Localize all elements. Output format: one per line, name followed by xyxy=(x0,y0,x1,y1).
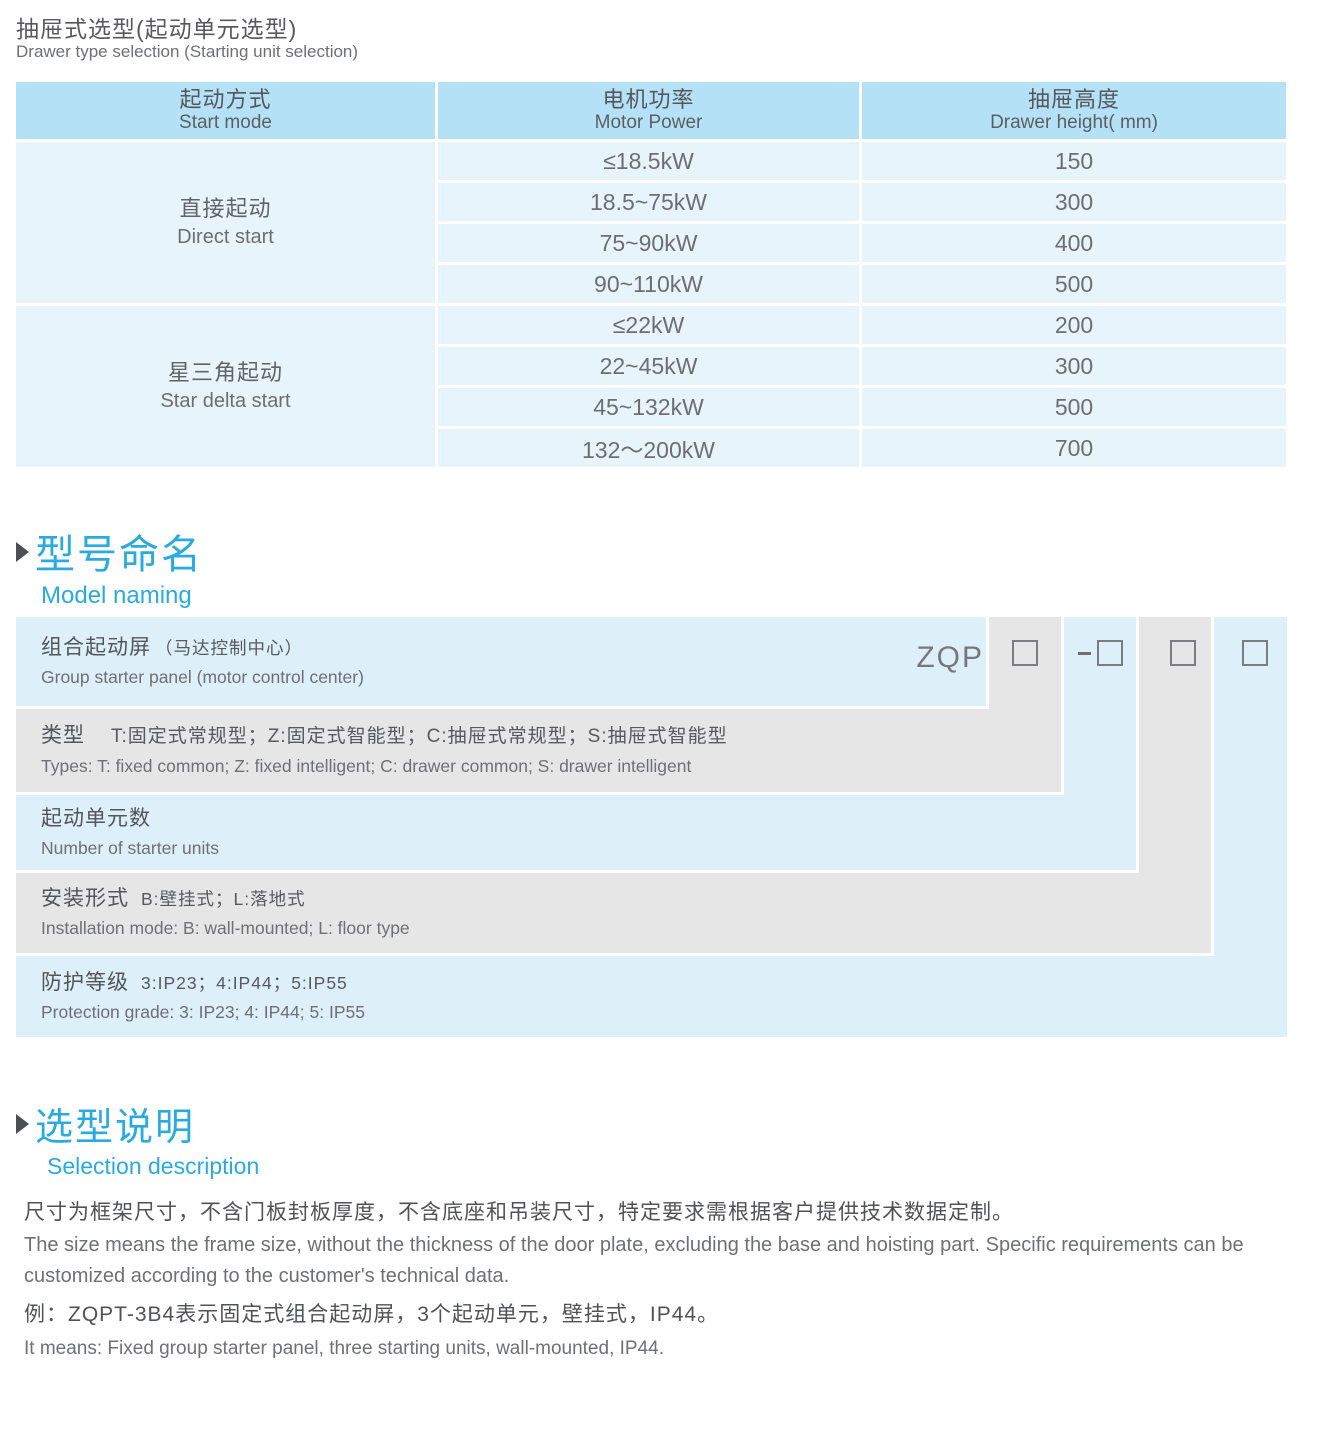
model-row-en: Group starter panel (motor control cente… xyxy=(41,666,364,687)
model-row-group-starter-panel: 组合起动屏 （马达控制中心） Group starter panel (motor… xyxy=(16,617,986,706)
table-cell-height: 300 xyxy=(862,183,1286,221)
table-cell-height: 400 xyxy=(862,224,1286,262)
drawer-selection-table: 起动方式 Start mode 电机功率 Motor Power 抽屉高度 Dr… xyxy=(16,82,1286,467)
star-delta-en: Star delta start xyxy=(160,389,291,412)
model-naming-heading: 型号命名 Model naming xyxy=(16,522,203,610)
model-naming-heading-zh: 型号命名 xyxy=(35,533,203,577)
model-row-starter-units: 起动单元数 Number of starter units xyxy=(16,795,1136,870)
table-cell-power: ≤18.5kW xyxy=(438,142,859,180)
page-title-zh: 抽屉式选型(起动单元选型) xyxy=(16,16,298,42)
table-cell-height: 150 xyxy=(862,142,1286,180)
model-row-zh: 组合起动屏 xyxy=(41,635,151,659)
table-cell-power: 75~90kW xyxy=(438,224,859,262)
description-paragraph-zh: 尺寸为框架尺寸，不含门板封板厚度，不含底座和吊装尺寸，特定要求需根据客户提供技术… xyxy=(24,1201,1014,1224)
selection-description-body: 尺寸为框架尺寸，不含门板封板厚度，不含底座和吊装尺寸，特定要求需根据客户提供技术… xyxy=(24,1198,1280,1363)
table-cell-power: 45~132kW xyxy=(438,388,859,426)
model-row-zh-line: 起动单元数 xyxy=(41,807,1136,830)
model-code-box-units xyxy=(1097,640,1123,666)
table-cell-power: 132～200kW xyxy=(438,429,859,467)
model-column-units-box xyxy=(1064,617,1136,870)
page-title-en: Drawer type selection (Starting unit sel… xyxy=(16,42,359,61)
model-code-box-installation xyxy=(1170,640,1196,666)
table-cell-power: 90~110kW xyxy=(438,265,859,303)
model-row-zh: 类型 xyxy=(41,724,85,748)
triangle-bullet-icon xyxy=(16,1114,29,1134)
direct-start-zh: 直接起动 xyxy=(179,196,272,222)
model-row-protection-grade: 防护等级 3:IP23；4:IP44；5:IP55 Protection grad… xyxy=(16,956,1287,1037)
model-row-zh-line: 组合起动屏 （马达控制中心） xyxy=(41,636,986,659)
description-paragraph-en: The size means the frame size, without t… xyxy=(24,1234,1244,1288)
table-cell-power: 18.5~75kW xyxy=(438,183,859,221)
model-row-detail: B:壁挂式；L:落地式 xyxy=(141,889,306,910)
model-row-installation-mode: 安装形式 B:壁挂式；L:落地式 Installation mode: B: wa… xyxy=(16,873,1211,953)
model-code-separator-dash xyxy=(1078,652,1091,655)
model-row-zh: 安装形式 xyxy=(41,887,129,911)
header-drawer-height-en: Drawer height( mm) xyxy=(990,112,1158,134)
model-naming-diagram: 组合起动屏 （马达控制中心） Group starter panel (motor… xyxy=(16,617,1287,1037)
model-row-detail: T:固定式常规型；Z:固定式智能型；C:抽屉式常规型；S:抽屉式智能型 xyxy=(111,726,728,748)
model-row-detail: （马达控制中心） xyxy=(155,637,303,658)
model-row-zh: 起动单元数 xyxy=(41,806,151,830)
model-row-en: Number of starter units xyxy=(41,837,219,858)
header-drawer-height-zh: 抽屉高度 xyxy=(1027,86,1120,112)
table-header-drawer-height: 抽屉高度 Drawer height( mm) xyxy=(862,82,1286,139)
header-motor-power-en: Motor Power xyxy=(594,112,703,134)
header-motor-power-zh: 电机功率 xyxy=(602,86,695,112)
header-start-mode-en: Start mode xyxy=(179,112,272,134)
model-naming-heading-en: Model naming xyxy=(41,582,192,609)
model-column-type-box xyxy=(989,617,1061,792)
table-header-motor-power: 电机功率 Motor Power xyxy=(438,82,859,139)
model-row-zh-line: 类型 T:固定式常规型；Z:固定式智能型；C:抽屉式常规型；S:抽屉式智能型 xyxy=(41,724,1061,748)
model-row-en: Installation mode: B: wall-mounted; L: f… xyxy=(41,918,410,939)
table-cell-height: 700 xyxy=(862,429,1286,467)
table-cell-height: 500 xyxy=(862,388,1286,426)
star-delta-zh: 星三角起动 xyxy=(167,360,283,386)
model-column-protection-box xyxy=(1214,617,1287,1037)
table-cell-power: ≤22kW xyxy=(438,306,859,344)
model-code-prefix: ZQP xyxy=(916,641,984,674)
table-cell-height: 500 xyxy=(862,265,1286,303)
table-cell-height: 300 xyxy=(862,347,1286,385)
start-mode-direct-start: 直接起动 Direct start xyxy=(16,142,435,303)
selection-description-heading-en: Selection description xyxy=(47,1153,260,1179)
model-row-types: 类型 T:固定式常规型；Z:固定式智能型；C:抽屉式常规型；S:抽屉式智能型 Ty… xyxy=(16,709,1061,792)
model-row-detail: 3:IP23；4:IP44；5:IP55 xyxy=(141,972,348,993)
model-row-zh: 防护等级 xyxy=(41,970,129,994)
selection-description-heading-zh: 选型说明 xyxy=(35,1107,196,1149)
model-row-zh-line: 安装形式 B:壁挂式；L:落地式 xyxy=(41,887,1211,910)
selection-description-heading: 选型说明 Selection description xyxy=(16,1096,259,1180)
model-row-en: Types: T: fixed common; Z: fixed intelli… xyxy=(41,756,692,777)
model-code-box-type xyxy=(1012,640,1038,666)
model-row-zh-line: 防护等级 3:IP23；4:IP44；5:IP55 xyxy=(41,971,1287,994)
model-code-box-protection xyxy=(1242,640,1268,666)
table-cell-height: 200 xyxy=(862,306,1286,344)
header-start-mode-zh: 起动方式 xyxy=(179,86,272,112)
start-mode-star-delta: 星三角起动 Star delta start xyxy=(16,306,435,467)
table-cell-power: 22~45kW xyxy=(438,347,859,385)
direct-start-en: Direct start xyxy=(177,225,274,248)
description-example-en: It means: Fixed group starter panel, thr… xyxy=(24,1337,664,1359)
model-column-installation-box xyxy=(1139,617,1211,953)
model-row-en: Protection grade: 3: IP23; 4: IP44; 5: I… xyxy=(41,1001,365,1022)
description-example-zh: 例：ZQPT-3B4表示固定式组合起动屏，3个起动单元，壁挂式，IP44。 xyxy=(24,1303,720,1327)
triangle-bullet-icon xyxy=(16,542,29,562)
table-header-start-mode: 起动方式 Start mode xyxy=(16,82,435,139)
